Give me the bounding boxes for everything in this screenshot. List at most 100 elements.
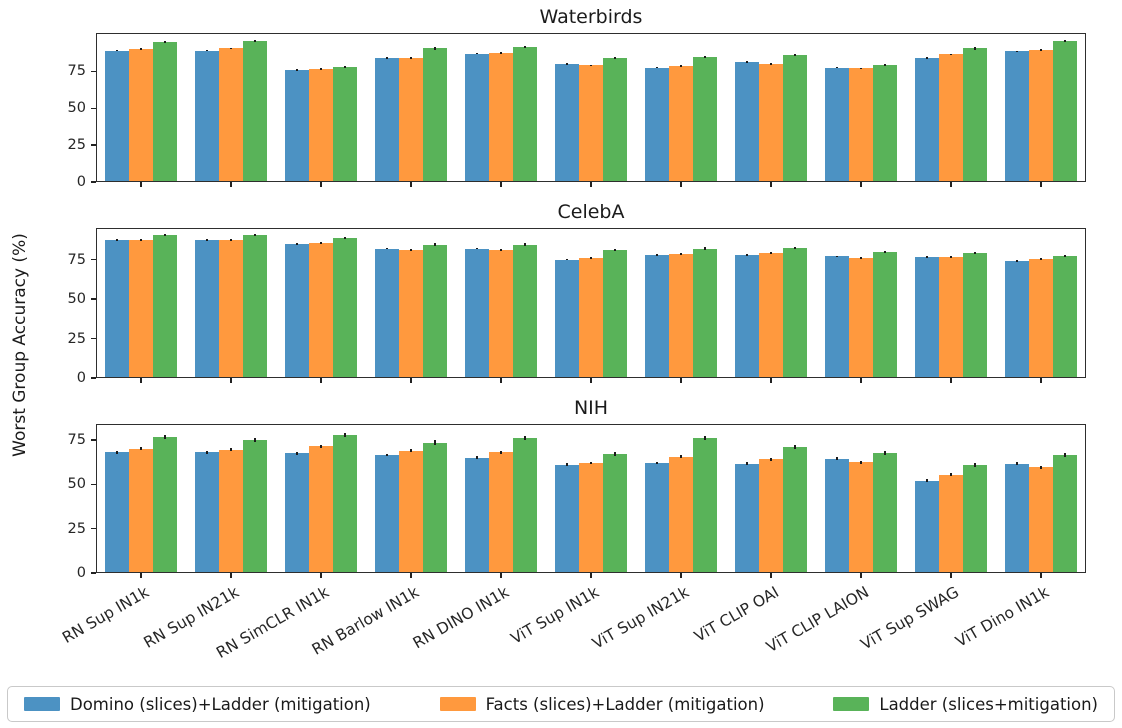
bar-facts-rn-simclr-in1k [309, 243, 333, 378]
y-tick-label: 25 [67, 330, 86, 347]
y-tick-label: 75 [67, 251, 86, 268]
bar-ladder-rn-dino-in1k [513, 438, 537, 573]
error-bar [410, 57, 412, 59]
bar-ladder-rn-barlow-in1k [423, 48, 447, 182]
error-bar [860, 460, 862, 464]
subplot-title: NIH [573, 397, 609, 419]
error-bar [500, 450, 502, 454]
y-tick-mark [91, 144, 96, 146]
bar-domino-rn-sup-in21k [195, 50, 219, 182]
bar-domino-vit-sup-swag [915, 480, 939, 573]
error-bar [254, 437, 256, 443]
x-tick-mark [860, 378, 862, 383]
bar-ladder-rn-sup-in1k [153, 437, 177, 573]
y-tick-mark [91, 181, 96, 183]
x-tick-mark [770, 378, 772, 383]
bar-facts-vit-clip-oai [759, 63, 783, 182]
bar-facts-vit-sup-in1k [579, 258, 603, 378]
error-bar [140, 239, 142, 241]
bar-domino-vit-dino-in1k [1005, 51, 1029, 182]
error-bar [386, 453, 388, 457]
error-bar [164, 234, 166, 237]
bar-domino-vit-sup-swag [915, 257, 939, 378]
error-bar [680, 65, 682, 67]
error-bar [884, 451, 886, 456]
bar-domino-vit-sup-in1k [555, 63, 579, 182]
x-tick-mark [500, 378, 502, 383]
error-bar [680, 455, 682, 459]
y-tick-label: 75 [67, 431, 86, 448]
error-bar [950, 473, 952, 476]
error-bar [590, 461, 592, 465]
bar-domino-rn-sup-in1k [105, 239, 129, 378]
bar-ladder-rn-barlow-in1k [423, 244, 447, 378]
error-bar [410, 249, 412, 251]
error-bar [116, 239, 118, 241]
legend: Domino (slices)+Ladder (mitigation) Facts… [7, 686, 1115, 722]
y-tick-mark [91, 377, 96, 379]
bar-domino-vit-sup-in21k [645, 67, 669, 182]
bar-domino-vit-sup-in1k [555, 259, 579, 378]
bar-domino-vit-clip-oai [735, 463, 759, 573]
x-tick-mark [320, 573, 322, 578]
bar-ladder-vit-clip-oai [783, 447, 807, 573]
error-bar [1016, 260, 1018, 262]
error-bar [116, 450, 118, 454]
bar-facts-rn-dino-in1k [489, 52, 513, 182]
x-tick-mark [230, 378, 232, 383]
error-bar [926, 256, 928, 258]
error-bar [974, 462, 976, 467]
bar-facts-rn-dino-in1k [489, 452, 513, 573]
x-tick-mark [500, 182, 502, 187]
error-bar [656, 461, 658, 465]
bar-ladder-vit-sup-in21k [693, 438, 717, 573]
x-tick-mark [680, 182, 682, 187]
error-bar [320, 444, 322, 448]
bar-domino-vit-sup-swag [915, 58, 939, 182]
bar-domino-vit-sup-in21k [645, 463, 669, 573]
error-bar [770, 458, 772, 461]
bar-domino-rn-simclr-in1k [285, 453, 309, 573]
bar-facts-vit-clip-oai [759, 253, 783, 378]
bar-domino-vit-dino-in1k [1005, 261, 1029, 378]
bar-domino-rn-simclr-in1k [285, 243, 309, 378]
y-tick-label: 50 [67, 100, 86, 117]
bar-domino-rn-sup-in21k [195, 239, 219, 378]
error-bar [614, 57, 616, 60]
error-bar [296, 451, 298, 455]
bar-domino-vit-clip-laion [825, 256, 849, 378]
error-bar [476, 456, 478, 460]
x-tick-mark [680, 378, 682, 383]
bar-ladder-vit-sup-in21k [693, 56, 717, 182]
legend-swatch-domino [24, 697, 60, 711]
y-tick-mark [91, 70, 96, 73]
bar-facts-rn-simclr-in1k [309, 69, 333, 182]
bar-facts-rn-sup-in1k [129, 239, 153, 378]
bar-facts-vit-dino-in1k [1029, 258, 1053, 378]
y-tick-label: 25 [67, 137, 86, 154]
bar-domino-rn-dino-in1k [465, 53, 489, 182]
legend-item: Facts (slices)+Ladder (mitigation) [439, 695, 765, 714]
bar-ladder-vit-sup-swag [963, 464, 987, 573]
bar-facts-rn-sup-in21k [219, 239, 243, 378]
error-bar [746, 462, 748, 466]
bar-domino-rn-sup-in1k [105, 452, 129, 573]
error-bar [1064, 452, 1066, 458]
bar-ladder-vit-clip-laion [873, 251, 897, 378]
y-tick-label: 0 [76, 565, 86, 581]
error-bar [1040, 49, 1042, 51]
bar-facts-vit-dino-in1k [1029, 49, 1053, 182]
error-bar [206, 49, 208, 52]
error-bar [1064, 254, 1066, 257]
y-tick-mark [91, 483, 96, 485]
error-bar [704, 436, 706, 441]
x-tick-mark [1040, 573, 1042, 578]
error-bar [254, 40, 256, 43]
bar-facts-rn-sup-in1k [129, 49, 153, 182]
y-tick-mark [91, 572, 96, 574]
error-bar [926, 57, 928, 59]
x-tick-mark [950, 182, 952, 187]
bar-domino-vit-sup-in1k [555, 464, 579, 573]
bar-facts-rn-barlow-in1k [399, 450, 423, 573]
error-bar [524, 45, 526, 49]
